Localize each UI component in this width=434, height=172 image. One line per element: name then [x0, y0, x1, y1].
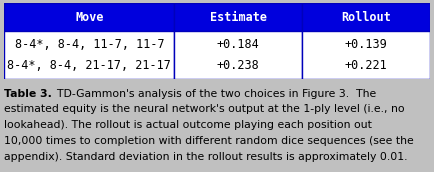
Bar: [4, 31, 174, 79]
Text: Table 3.: Table 3.: [4, 89, 52, 99]
Text: +0.221: +0.221: [345, 59, 387, 72]
Text: Estimate: Estimate: [210, 10, 267, 24]
Bar: [302, 31, 430, 79]
Bar: [302, 3, 430, 31]
Text: TD-Gammon's analysis of the two choices in Figure 3.  The: TD-Gammon's analysis of the two choices …: [50, 89, 377, 99]
Bar: [174, 3, 302, 31]
Text: Move: Move: [75, 10, 104, 24]
Bar: [4, 3, 174, 31]
Text: +0.139: +0.139: [345, 38, 387, 51]
Text: lookahead). The rollout is actual outcome playing each position out: lookahead). The rollout is actual outcom…: [4, 120, 372, 130]
Bar: [174, 31, 302, 79]
Text: 8-4*, 8-4, 21-17, 21-17: 8-4*, 8-4, 21-17, 21-17: [7, 59, 171, 72]
Text: Rollout: Rollout: [341, 10, 391, 24]
Text: +0.184: +0.184: [217, 38, 260, 51]
Text: 8-4*, 8-4, 11-7, 11-7: 8-4*, 8-4, 11-7, 11-7: [15, 38, 164, 51]
Text: estimated equity is the neural network's output at the 1-ply level (i.e., no: estimated equity is the neural network's…: [4, 105, 405, 115]
Text: +0.238: +0.238: [217, 59, 260, 72]
Text: appendix). Standard deviation in the rollout results is approximately 0.01.: appendix). Standard deviation in the rol…: [4, 152, 408, 162]
Text: 10,000 times to completion with different random dice sequences (see the: 10,000 times to completion with differen…: [4, 136, 414, 146]
